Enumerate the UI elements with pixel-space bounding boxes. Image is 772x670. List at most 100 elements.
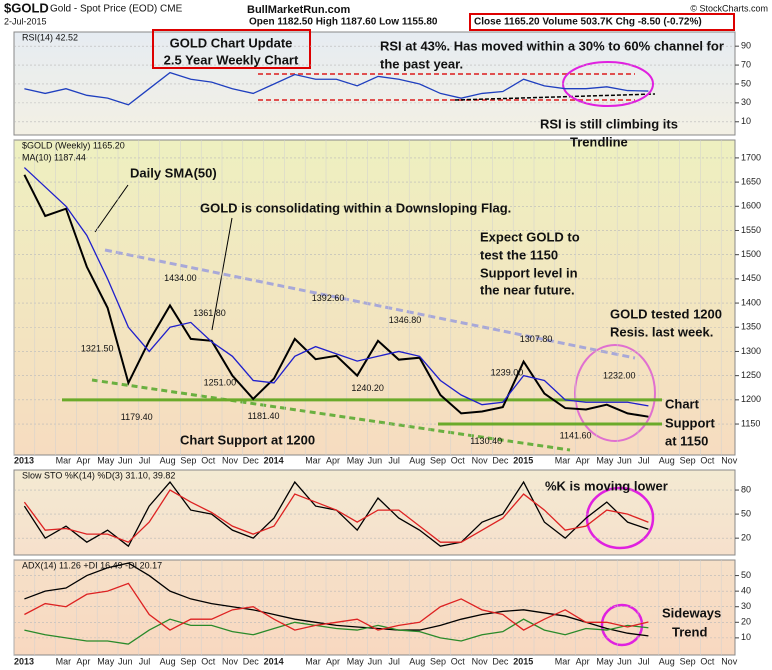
title-box bbox=[152, 29, 311, 69]
annotation: RSI is still climbing its bbox=[540, 116, 678, 131]
y-tick-label: 1550 bbox=[741, 225, 761, 235]
site: BullMarketRun.com bbox=[247, 4, 351, 16]
y-tick-label: 1650 bbox=[741, 176, 761, 186]
flag-bottom bbox=[91, 378, 571, 452]
x-tick-label: Jun bbox=[118, 656, 133, 666]
x-tick-label: 2013 bbox=[14, 455, 34, 465]
y-tick-label: 30 bbox=[741, 601, 751, 611]
annotation: Trendline bbox=[570, 134, 628, 149]
x-tick-label: Aug bbox=[659, 656, 675, 666]
x-tick-label: Apr bbox=[76, 656, 90, 666]
x-tick-label: Nov bbox=[721, 455, 738, 465]
x-tick-label: Jun bbox=[368, 656, 383, 666]
date: 2-Jul-2015 bbox=[4, 16, 47, 26]
price-label: 1179.40 bbox=[121, 412, 153, 422]
x-tick-label: Apr bbox=[326, 656, 340, 666]
y-tick-label: 80 bbox=[741, 484, 751, 494]
x-tick-label: Sep bbox=[180, 455, 196, 465]
ohlc: Open 1182.50 High 1187.60 Low 1155.80 bbox=[249, 17, 438, 28]
y-tick-label: 50 bbox=[741, 78, 751, 88]
symbol-name: Gold - Spot Price (EOD) CME bbox=[50, 4, 183, 15]
series-line bbox=[23, 167, 649, 407]
annotation: test the 1150 bbox=[480, 247, 558, 262]
y-tick-label: 50 bbox=[741, 570, 751, 580]
series-line bbox=[24, 582, 649, 631]
x-tick-label: Mar bbox=[305, 656, 321, 666]
x-tick-label: Jun bbox=[368, 455, 383, 465]
x-tick-label: Oct bbox=[201, 455, 216, 465]
annotation: RSI at 43%. Has moved within a 30% to 60… bbox=[380, 38, 724, 53]
pointer bbox=[94, 184, 129, 233]
flag-top bbox=[104, 248, 636, 360]
price-label: 1346.80 bbox=[389, 315, 422, 325]
x-tick-label: Oct bbox=[451, 455, 466, 465]
x-tick-label: Oct bbox=[700, 656, 715, 666]
price-label: 1392.60 bbox=[312, 293, 345, 303]
series-line bbox=[24, 618, 649, 645]
annotation: Sideways bbox=[662, 605, 721, 620]
annotation: the near future. bbox=[480, 282, 575, 297]
x-tick-label: Sep bbox=[180, 656, 196, 666]
annotation: Support bbox=[665, 415, 715, 430]
y-tick-label: 1350 bbox=[741, 322, 761, 332]
x-tick-label: Aug bbox=[409, 455, 425, 465]
x-tick-label: Mar bbox=[555, 656, 571, 666]
x-tick-label: Nov bbox=[222, 656, 239, 666]
y-tick-label: 1200 bbox=[741, 394, 761, 404]
x-tick-label: Apr bbox=[76, 455, 90, 465]
annotation: at 1150 bbox=[665, 433, 708, 448]
panel-title: Slow STO %K(14) %D(3) 31.10, 39.82 bbox=[22, 470, 175, 480]
annotation: Chart bbox=[665, 396, 700, 411]
annotation: GOLD tested 1200 bbox=[610, 306, 722, 321]
y-tick-label: 1300 bbox=[741, 346, 761, 356]
y-tick-label: 1400 bbox=[741, 297, 761, 307]
x-tick-label: Aug bbox=[659, 455, 675, 465]
x-tick-label: May bbox=[347, 656, 365, 666]
annotation: 2.5 Year Weekly Chart bbox=[164, 52, 299, 67]
x-tick-label: Dec bbox=[243, 656, 260, 666]
annotation: Expect GOLD to bbox=[480, 229, 580, 244]
decor bbox=[91, 13, 735, 647]
y-tick-label: 20 bbox=[741, 617, 751, 627]
x-tick-label: 2014 bbox=[264, 656, 284, 666]
legend-entry: $GOLD (Weekly) 1165.20 bbox=[22, 140, 125, 150]
x-tick-label: Dec bbox=[243, 455, 260, 465]
rsi-panel bbox=[13, 31, 736, 136]
x-tick-label: Nov bbox=[472, 656, 489, 666]
x-tick-label: Dec bbox=[492, 656, 509, 666]
price-label: 1361.80 bbox=[193, 308, 226, 318]
x-tick-label: May bbox=[347, 455, 365, 465]
x-tick-label: 2015 bbox=[513, 455, 533, 465]
price-label: 1239.00 bbox=[491, 367, 524, 377]
x-tick-label: Mar bbox=[305, 455, 321, 465]
close-box bbox=[469, 13, 735, 31]
x-tick-label: Oct bbox=[700, 455, 715, 465]
annotation: GOLD Chart Update bbox=[170, 35, 293, 50]
x-tick-label: Apr bbox=[576, 455, 590, 465]
panel-title: RSI(14) 42.52 bbox=[22, 32, 78, 42]
y-tick-label: 1500 bbox=[741, 249, 761, 259]
y-tick-label: 40 bbox=[741, 586, 751, 596]
annotation: the past year. bbox=[380, 56, 463, 71]
price-label: 1307.80 bbox=[520, 334, 553, 344]
y-tick-label: 10 bbox=[741, 632, 751, 642]
x-tick-label: Sep bbox=[680, 455, 696, 465]
price-label: 1232.00 bbox=[603, 371, 636, 381]
x-tick-label: Jul bbox=[139, 656, 151, 666]
x-tick-label: Apr bbox=[326, 455, 340, 465]
x-tick-label: Jul bbox=[638, 656, 650, 666]
credit: © StockCharts.com bbox=[690, 3, 768, 13]
y-tick-label: 30 bbox=[741, 97, 751, 107]
series-line bbox=[23, 174, 649, 418]
y-tick-label: 70 bbox=[741, 59, 751, 69]
y-tick-label: 20 bbox=[741, 533, 751, 543]
adx-circle bbox=[600, 603, 644, 647]
x-tick-label: Jul bbox=[388, 656, 400, 666]
x-tick-label: Dec bbox=[492, 455, 509, 465]
price-label: 1240.20 bbox=[351, 383, 384, 393]
annotation: Resis. last week. bbox=[610, 324, 713, 339]
annotation: Trend bbox=[672, 624, 707, 639]
adx-panel bbox=[13, 559, 736, 656]
close: Close 1165.20 Volume 503.7K Chg -8.50 (-… bbox=[474, 17, 702, 28]
